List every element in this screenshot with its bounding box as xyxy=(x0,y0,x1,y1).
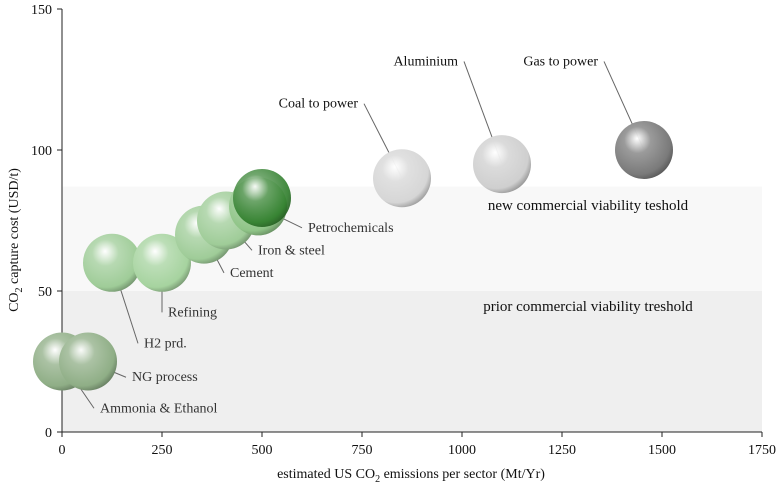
y-tick-label: 150 xyxy=(31,3,52,18)
bubble xyxy=(233,168,291,227)
prior-threshold-label: prior commercial viability treshold xyxy=(483,299,693,315)
x-tick-label: 1750 xyxy=(748,443,776,458)
point-label: Gas to power xyxy=(523,54,598,69)
bubble xyxy=(473,135,531,194)
y-tick-label: 50 xyxy=(38,285,52,300)
x-tick-label: 750 xyxy=(352,443,373,458)
point-label: Coal to power xyxy=(279,97,359,112)
bubble xyxy=(133,233,191,292)
point-label: Iron & steel xyxy=(258,243,325,258)
point-label: Petrochemicals xyxy=(308,221,394,236)
x-axis-label: estimated US CO2 emissions per sector (M… xyxy=(277,467,545,485)
axes: 0 250 500 750 1000 1250 1500 1750 0 50 100 150 xyxy=(31,3,776,458)
band-0 xyxy=(62,291,762,432)
bubble xyxy=(59,332,117,391)
x-tick-label: 250 xyxy=(152,443,173,458)
y-axis-label: CO2 capture cost (USD/t) xyxy=(7,168,25,312)
point-label: Cement xyxy=(230,266,274,281)
y-tick-label: 100 xyxy=(31,144,52,159)
bubble xyxy=(615,121,673,179)
x-tick-label: 500 xyxy=(252,443,273,458)
point-label: Ammonia & Ethanol xyxy=(100,401,218,416)
y-tick-label: 0 xyxy=(45,426,52,441)
x-tick-label: 1250 xyxy=(548,443,576,458)
bubble xyxy=(83,233,141,292)
x-tick-label: 0 xyxy=(59,443,66,458)
point-labels: Ammonia & Ethanol NG process H2 prd. Refini… xyxy=(100,54,598,416)
x-tick-label: 1000 xyxy=(448,443,476,458)
point-label: Refining xyxy=(168,305,217,320)
bubble xyxy=(373,149,431,208)
x-tick-label: 1500 xyxy=(648,443,676,458)
point-label: H2 prd. xyxy=(144,336,187,351)
bubbles xyxy=(33,121,673,391)
point-label: Aluminium xyxy=(393,54,458,69)
point-label: NG process xyxy=(132,370,198,385)
new-threshold-label: new commercial viability teshold xyxy=(488,198,689,214)
